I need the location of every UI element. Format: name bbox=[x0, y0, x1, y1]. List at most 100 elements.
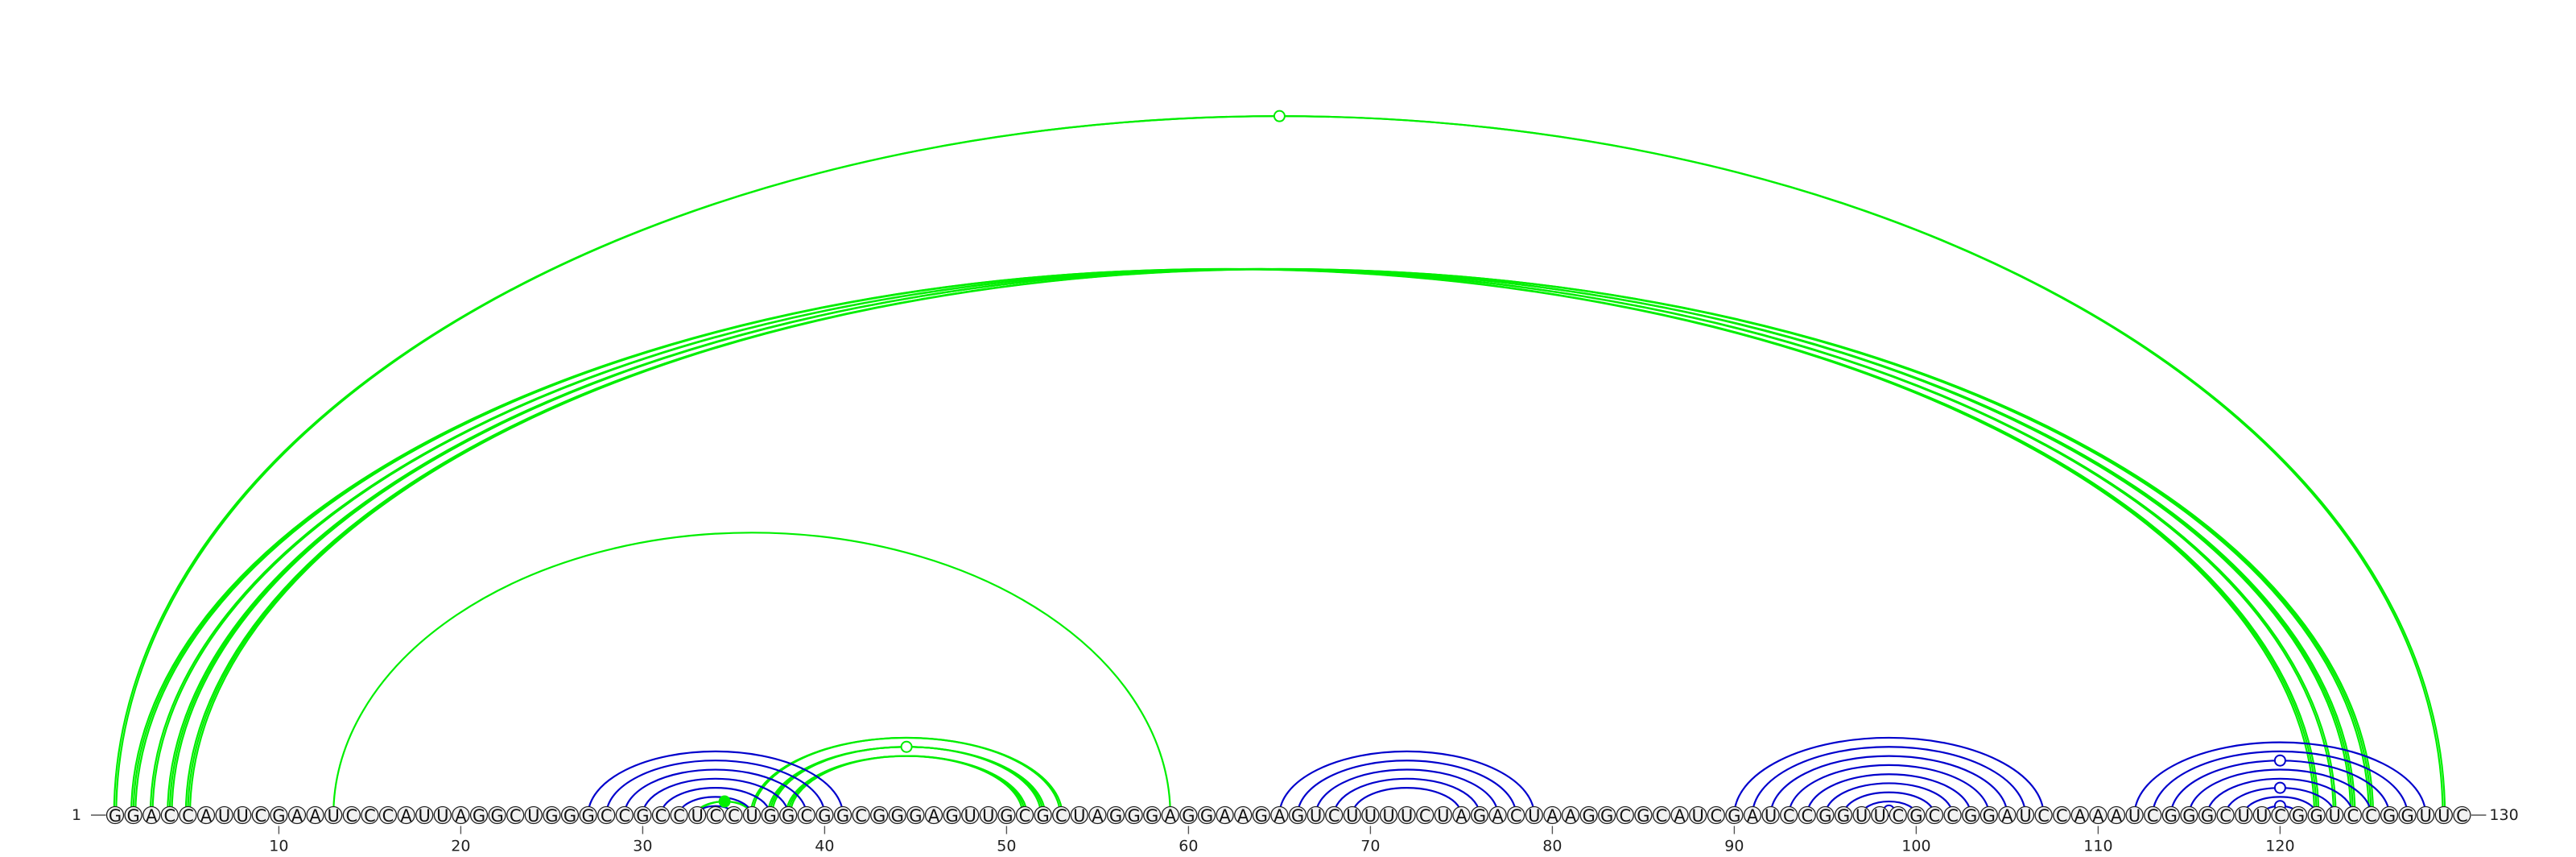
arc-96-101 bbox=[1842, 791, 1936, 816]
arc-68-76 bbox=[1333, 777, 1481, 816]
nucleotide: A bbox=[2107, 805, 2126, 826]
nucleotide-letter: G bbox=[2383, 806, 2396, 826]
arc-strand bbox=[659, 787, 771, 816]
nucleotide-letter: C bbox=[345, 806, 357, 826]
nucleotide-letter: U bbox=[1856, 806, 1868, 826]
arc-65-79 bbox=[1278, 750, 1535, 816]
nucleotide-circle bbox=[1507, 805, 1525, 825]
nucleotide-letter: C bbox=[1619, 806, 1631, 826]
nucleotide-circle bbox=[2070, 805, 2089, 825]
nucleotide-letter: G bbox=[1036, 806, 1049, 826]
arc-strand bbox=[1751, 746, 2027, 816]
nucleotide-letter: G bbox=[763, 806, 776, 826]
nucleotide: G bbox=[1979, 805, 1998, 826]
nucleotide-letter: A bbox=[2001, 806, 2013, 826]
nucleotide: G bbox=[1143, 805, 1162, 826]
arc-strand bbox=[1296, 760, 1517, 816]
arc-94-103 bbox=[1806, 773, 1972, 816]
nucleotide-letter: G bbox=[2401, 806, 2413, 826]
nucleotide: G bbox=[543, 805, 561, 826]
nucleotide: G bbox=[779, 805, 798, 826]
arc-strand bbox=[1842, 791, 1936, 816]
nucleotide: A bbox=[306, 805, 324, 826]
nucleotide-circle bbox=[943, 805, 961, 825]
arc-marker bbox=[2273, 781, 2286, 794]
nucleotide: C bbox=[2144, 805, 2162, 826]
nucleotide: U bbox=[1397, 805, 1416, 826]
nucleotide-letter: A bbox=[309, 806, 321, 826]
nucleotide-letter: G bbox=[1983, 806, 1996, 826]
nucleotide: U bbox=[2125, 805, 2144, 826]
arc-strand bbox=[115, 115, 2444, 816]
sequence-backbone: 1 130 bbox=[72, 806, 2519, 824]
nucleotide-circle bbox=[742, 805, 762, 825]
nucleotide-letter: A bbox=[1747, 806, 1759, 826]
nucleotide: C bbox=[852, 805, 870, 826]
nucleotide: A bbox=[1234, 805, 1253, 826]
nucleotide-circle bbox=[870, 805, 889, 825]
nucleotide-circle bbox=[1889, 805, 1907, 825]
nucleotide-circle bbox=[560, 805, 580, 825]
arc-strand bbox=[2206, 777, 2354, 816]
arc-strand bbox=[184, 267, 2375, 816]
nucleotide: C bbox=[1780, 805, 1798, 826]
nucleotide: C bbox=[651, 805, 671, 826]
nucleotide: A bbox=[1543, 805, 1562, 826]
nucleotide: C bbox=[361, 805, 379, 826]
nucleotide-circle bbox=[1943, 805, 1962, 825]
nucleotide-circle bbox=[1161, 805, 1179, 825]
nucleotide-letter: A bbox=[1546, 806, 1558, 826]
arc-strand bbox=[1315, 768, 1499, 816]
nucleotide-circle bbox=[2161, 805, 2180, 825]
nucleotide: G bbox=[943, 805, 961, 826]
arc-38-51 bbox=[785, 755, 1028, 816]
nucleotide-letter: U bbox=[1765, 806, 1777, 826]
nucleotide-letter: A bbox=[2092, 806, 2104, 826]
nucleotide-letter: G bbox=[1837, 806, 1850, 826]
nucleotide-letter: C bbox=[1019, 806, 1031, 826]
nucleotide: G bbox=[1634, 805, 1653, 826]
nucleotide-circle bbox=[906, 805, 925, 825]
nucleotide: G bbox=[105, 805, 125, 826]
nucleotide-circle bbox=[706, 805, 724, 825]
nucleotide-letter: G bbox=[818, 806, 831, 826]
nucleotide-circle bbox=[1307, 805, 1325, 825]
nucleotide-letter: A bbox=[200, 806, 213, 826]
nucleotide: A bbox=[1088, 805, 1107, 826]
nucleotide-letter: G bbox=[1291, 806, 1304, 826]
nucleotide-circle bbox=[761, 805, 779, 825]
nucleotide-letter: G bbox=[545, 806, 558, 826]
nucleotide: U bbox=[1307, 805, 1325, 826]
nucleotide-letter: C bbox=[1656, 806, 1668, 826]
arc-3-123 bbox=[149, 267, 2337, 816]
nucleotide: G bbox=[2307, 805, 2326, 826]
arc-strand bbox=[587, 750, 844, 816]
tick-label: 90 bbox=[1724, 838, 1744, 855]
tick-label: 50 bbox=[997, 838, 1016, 855]
nucleotide-circle bbox=[1707, 805, 1725, 825]
nucleotide-circle bbox=[888, 805, 906, 825]
nucleotide-circle bbox=[2289, 805, 2308, 825]
nucleotide-circle bbox=[924, 805, 943, 825]
nucleotide: A bbox=[397, 805, 415, 826]
nucleotide-letter: C bbox=[510, 806, 522, 826]
tick-label: 60 bbox=[1179, 838, 1198, 855]
nucleotide-letter: U bbox=[328, 806, 340, 826]
nucleotide: A bbox=[1743, 805, 1762, 826]
nucleotide: C bbox=[615, 805, 634, 826]
nucleotide: C bbox=[2216, 805, 2235, 826]
nucleotide: C bbox=[797, 805, 815, 826]
nucleotide: C bbox=[179, 805, 197, 826]
nucleotide: C bbox=[670, 805, 688, 826]
nucleotide-circle bbox=[2216, 805, 2235, 825]
nucleotide-letter: U bbox=[2256, 806, 2268, 826]
nucleotide: A bbox=[196, 805, 216, 826]
nucleotide-letter: A bbox=[1092, 806, 1104, 826]
nucleotide: C bbox=[342, 805, 361, 826]
nucleotide-letter: A bbox=[2074, 806, 2087, 826]
arc-strand bbox=[2133, 741, 2427, 816]
nucleotide-circle bbox=[1979, 805, 1998, 825]
nucleotide-letter: G bbox=[782, 806, 795, 826]
nucleotide-circle bbox=[2252, 805, 2271, 825]
nucleotide-letter: G bbox=[581, 806, 594, 826]
